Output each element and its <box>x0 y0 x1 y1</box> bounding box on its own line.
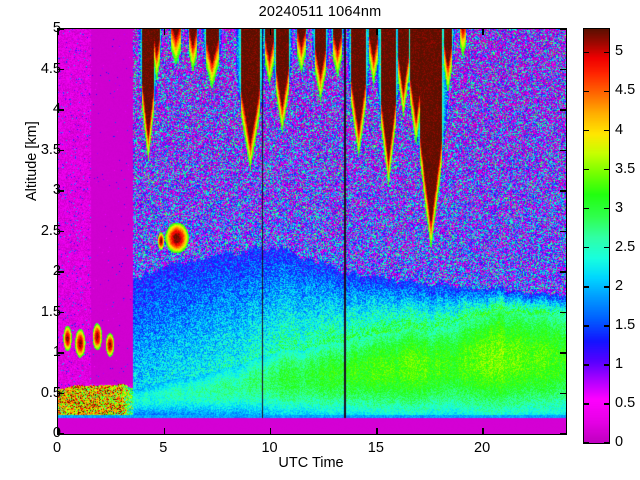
colorbar-tick-right <box>604 168 609 171</box>
y-tick-right <box>560 271 566 273</box>
y-tick-label: 3 <box>52 182 61 198</box>
y-tick <box>58 230 64 233</box>
x-tick <box>57 428 59 434</box>
colorbar-tick-label: 3.5 <box>615 160 636 177</box>
y-tick <box>58 433 64 435</box>
y-tick-label: 2.5 <box>40 222 61 239</box>
colorbar[interactable] <box>583 28 610 444</box>
colorbar-tick <box>584 51 589 54</box>
colorbar-tick-right <box>604 90 609 93</box>
x-tick-top <box>163 29 166 35</box>
colorbar-tick-right <box>604 325 609 327</box>
x-tick-top <box>376 29 378 35</box>
y-tick-right <box>560 230 566 233</box>
x-tick-top <box>269 29 272 35</box>
y-tick-right <box>560 109 566 111</box>
colorbar-tick-label: 2.5 <box>615 238 636 255</box>
y-tick-right <box>560 190 566 192</box>
y-tick-label: 5 <box>52 20 61 36</box>
colorbar-tick-right <box>604 403 609 405</box>
y-tick-right <box>560 433 566 435</box>
colorbar-tick-label: 3 <box>615 199 624 216</box>
colorbar-tick <box>584 403 589 405</box>
y-tick-label: 2 <box>52 263 61 279</box>
colorbar-tick-right <box>604 51 609 54</box>
y-tick <box>58 190 64 192</box>
y-tick <box>58 149 64 152</box>
y-tick-right <box>560 68 566 71</box>
colorbar-tick <box>584 90 589 93</box>
colorbar-tick-label: 1.5 <box>615 316 636 333</box>
x-tick-label: 5 <box>159 440 168 456</box>
y-tick <box>58 352 64 354</box>
colorbar-gradient <box>584 29 609 443</box>
colorbar-tick-right <box>604 246 609 249</box>
colorbar-tick <box>584 129 589 132</box>
colorbar-tick-right <box>604 286 609 288</box>
y-tick-label: 3.5 <box>40 141 61 158</box>
colorbar-tick <box>584 364 589 366</box>
y-tick-label: 0 <box>52 425 61 441</box>
colorbar-tick-right <box>604 207 609 210</box>
y-tick <box>58 311 64 314</box>
colorbar-tick <box>584 286 589 288</box>
colorbar-tick-label: 2 <box>615 277 624 294</box>
x-tick-label: 15 <box>367 440 384 456</box>
x-tick-label: 20 <box>474 440 491 456</box>
colorbar-tick <box>584 207 589 210</box>
plot-axes[interactable]: Altitude [km] <box>24 28 567 435</box>
colorbar-tick <box>584 442 589 444</box>
y-tick-right <box>560 311 566 314</box>
x-tick <box>163 428 166 434</box>
heatmap-canvas[interactable] <box>58 29 566 434</box>
y-tick <box>58 392 64 395</box>
y-tick-label: 1 <box>52 344 61 360</box>
x-tick-top <box>482 29 484 35</box>
page-title: 20240511 1064nm <box>258 4 382 20</box>
y-tick-right <box>560 28 566 30</box>
colorbar-tick-right <box>604 129 609 132</box>
x-tick-top <box>57 29 59 35</box>
x-tick <box>376 428 378 434</box>
x-tick-label: 10 <box>261 440 278 456</box>
y-tick <box>58 68 64 71</box>
colorbar-tick-right <box>604 364 609 366</box>
colorbar-tick-label: 0.5 <box>615 394 636 411</box>
x-tick-label: 0 <box>52 440 62 456</box>
y-tick-right <box>560 392 566 395</box>
y-tick <box>58 271 64 273</box>
y-tick <box>58 109 64 111</box>
y-tick-label: 4.5 <box>40 60 61 77</box>
y-tick-right <box>560 149 566 152</box>
colorbar-tick-label: 4 <box>615 121 624 138</box>
x-axis-title: UTC Time <box>278 455 344 471</box>
colorbar-tick <box>584 168 589 171</box>
colorbar-tick <box>584 325 589 327</box>
colorbar-tick-label: 1 <box>615 355 624 372</box>
x-tick <box>482 428 484 434</box>
colorbar-tick-label: 5 <box>615 43 624 60</box>
y-tick-right <box>560 352 566 354</box>
colorbar-tick-label: 4.5 <box>615 82 636 99</box>
y-tick-label: 1.5 <box>40 303 61 320</box>
colorbar-tick-label: 0 <box>615 434 624 450</box>
y-tick <box>58 28 64 30</box>
y-tick-label: 0.5 <box>40 384 61 401</box>
colorbar-tick-right <box>604 442 609 444</box>
colorbar-tick <box>584 246 589 249</box>
y-tick-label: 4 <box>52 101 61 117</box>
x-tick <box>269 428 272 434</box>
